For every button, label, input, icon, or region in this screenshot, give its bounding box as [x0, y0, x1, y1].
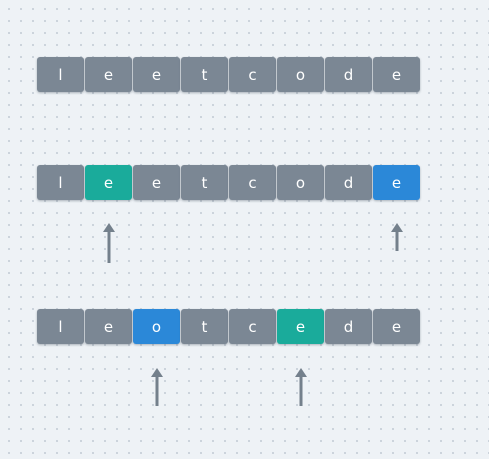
- array-cell: t: [181, 309, 228, 344]
- array-cell: t: [181, 57, 228, 92]
- array-cell: l: [37, 309, 84, 344]
- array-cell: d: [325, 57, 372, 92]
- array-cell: c: [229, 165, 276, 200]
- array-cell: e: [133, 165, 180, 200]
- array-cell: e: [373, 57, 420, 92]
- array-cell: c: [229, 309, 276, 344]
- array-cell: e: [85, 57, 132, 92]
- pointer-arrow-up-icon: [294, 368, 307, 406]
- array-cell: e: [373, 165, 420, 200]
- array-cell: e: [373, 309, 420, 344]
- array-cell: o: [277, 165, 324, 200]
- array-cell: t: [181, 165, 228, 200]
- array-cell: c: [229, 57, 276, 92]
- array-cell: d: [325, 165, 372, 200]
- pointer-arrow-up-icon: [390, 223, 403, 251]
- array-cell: d: [325, 309, 372, 344]
- array-cell: l: [37, 165, 84, 200]
- array-cell: o: [133, 309, 180, 344]
- array-cell: e: [277, 309, 324, 344]
- pointer-arrow-up-icon: [150, 368, 163, 406]
- array-cell: e: [85, 165, 132, 200]
- array-cell: o: [277, 57, 324, 92]
- pointer-arrow-up-icon: [102, 223, 115, 263]
- array-cell: l: [37, 57, 84, 92]
- array-cell: e: [85, 309, 132, 344]
- array-cell: e: [133, 57, 180, 92]
